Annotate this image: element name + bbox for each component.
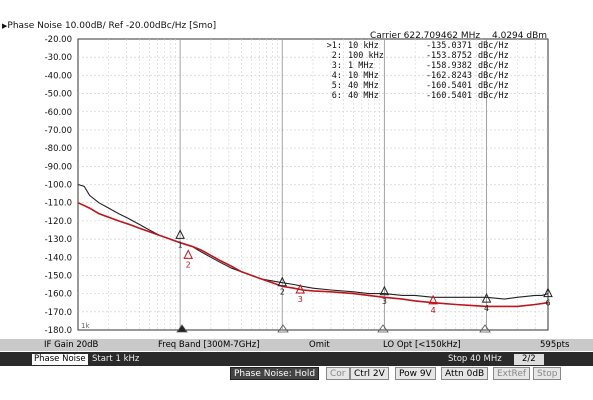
sweep-bar [0,352,593,366]
marker-row[interactable]: 5: 40 MHz -160.5401 dBc/Hz [331,81,509,91]
marker-triangle[interactable] [175,229,185,239]
points-field[interactable]: 595pts [540,340,570,350]
axis-marker-icon[interactable] [377,324,389,333]
marker-label: 3 [382,297,387,306]
marker-row[interactable]: 4: 10 MHz -162.8243 dBc/Hz [331,71,509,81]
y-tick-label: -130.0 [45,235,72,245]
marker-triangle[interactable] [481,292,492,303]
marker-triangle[interactable] [543,287,553,298]
plot-grid [77,38,549,331]
marker-triangle[interactable] [428,294,438,305]
y-tick-label: -150.0 [45,271,72,281]
marker-table: >1: 10 kHz -135.0371 dBc/Hz 2: 100 kHz -153.8… [312,41,534,101]
y-tick-label: -100.0 [45,181,72,191]
y-tick-label: -170.0 [45,308,72,318]
x-start-label: 1k [81,322,90,330]
y-tick-label: -40.00 [45,71,72,81]
carrier-power: 4.0294 dBm [492,31,548,41]
omit-field[interactable]: Omit [309,340,330,350]
marker-row[interactable]: 6: 40 MHz -160.5401 dBc/Hz [331,91,509,101]
y-tick-label: -110.0 [45,199,72,209]
marker-label: 4 [431,306,436,315]
marker-row[interactable]: >1: 10 kHz -135.0371 dBc/Hz [326,41,509,51]
marker-triangle[interactable] [379,285,390,296]
marker-label: 2 [186,260,191,269]
stop-button[interactable]: Stop [533,367,562,380]
extref-button[interactable]: ExtRef [493,367,531,380]
axis-marker-icon[interactable] [277,324,289,333]
carrier-readout: Carrier 622.709462 MHz [370,31,481,41]
y-tick-label: -70.00 [45,126,72,136]
start-freq[interactable]: Start 1 kHz [92,354,140,364]
marker-triangle[interactable] [295,283,306,294]
trace-line-red [77,201,549,308]
freq-band-field[interactable]: Freq Band [300M-7GHz] [158,340,260,350]
mode-label[interactable]: Phase Noise [32,354,88,365]
y-tick-label: -140.0 [45,253,72,263]
trace-line-black [77,183,549,300]
y-tick-label: -50.00 [45,90,72,100]
marker-points: 1 2 2 3 3 4 4 6 [175,229,553,333]
marker-label: 1 [178,240,183,249]
marker-triangle[interactable] [277,276,288,287]
stop-freq[interactable]: Stop 40 MHz [448,354,502,364]
marker-label: 6 [545,299,550,308]
axis-marker-icon[interactable] [176,324,188,333]
y-tick-label: -180.0 [45,326,72,336]
traces [77,183,549,308]
play-arrow-icon: ▶ [2,22,8,30]
cor-button[interactable]: Cor [326,367,350,380]
y-tick-label: -20.00 [45,35,72,45]
attn-button[interactable]: Attn 0dB [441,367,489,380]
y-tick-label: -90.00 [45,162,72,172]
axis-marker-icon[interactable] [479,324,491,333]
y-tick-label: -160.0 [45,290,72,300]
lo-opt-field[interactable]: LO Opt [<150kHz] [383,340,461,350]
marker-label: 4 [484,304,489,313]
marker-triangle[interactable] [183,249,194,259]
marker-label: 2 [280,288,285,297]
marker-row[interactable]: 2: 100 kHz -153.8752 dBc/Hz [331,51,509,61]
status-bar [0,339,593,351]
phase-noise-hold-button[interactable]: Phase Noise: Hold [230,367,320,380]
y-tick-label: -120.0 [45,217,72,227]
pow-button[interactable]: Pow 9V [395,367,436,380]
marker-label: 3 [298,295,303,304]
trace-title: ▶Phase Noise 10.00dB/ Ref -20.00dBc/Hz [… [2,21,217,31]
y-tick-labels: -20.00 -30.00 -40.00 -50.00 -60.00 -70.00 -80.… [45,35,91,336]
y-tick-label: -30.00 [45,53,72,63]
marker-row[interactable]: 3: 1 MHz -158.9382 dBc/Hz [331,61,509,71]
page-indicator[interactable]: 2/2 [514,354,544,365]
if-gain-field[interactable]: IF Gain 20dB [44,340,99,350]
y-tick-label: -80.00 [45,144,72,154]
y-tick-label: -60.00 [45,108,72,118]
ctrl-button[interactable]: Ctrl 2V [350,367,389,380]
